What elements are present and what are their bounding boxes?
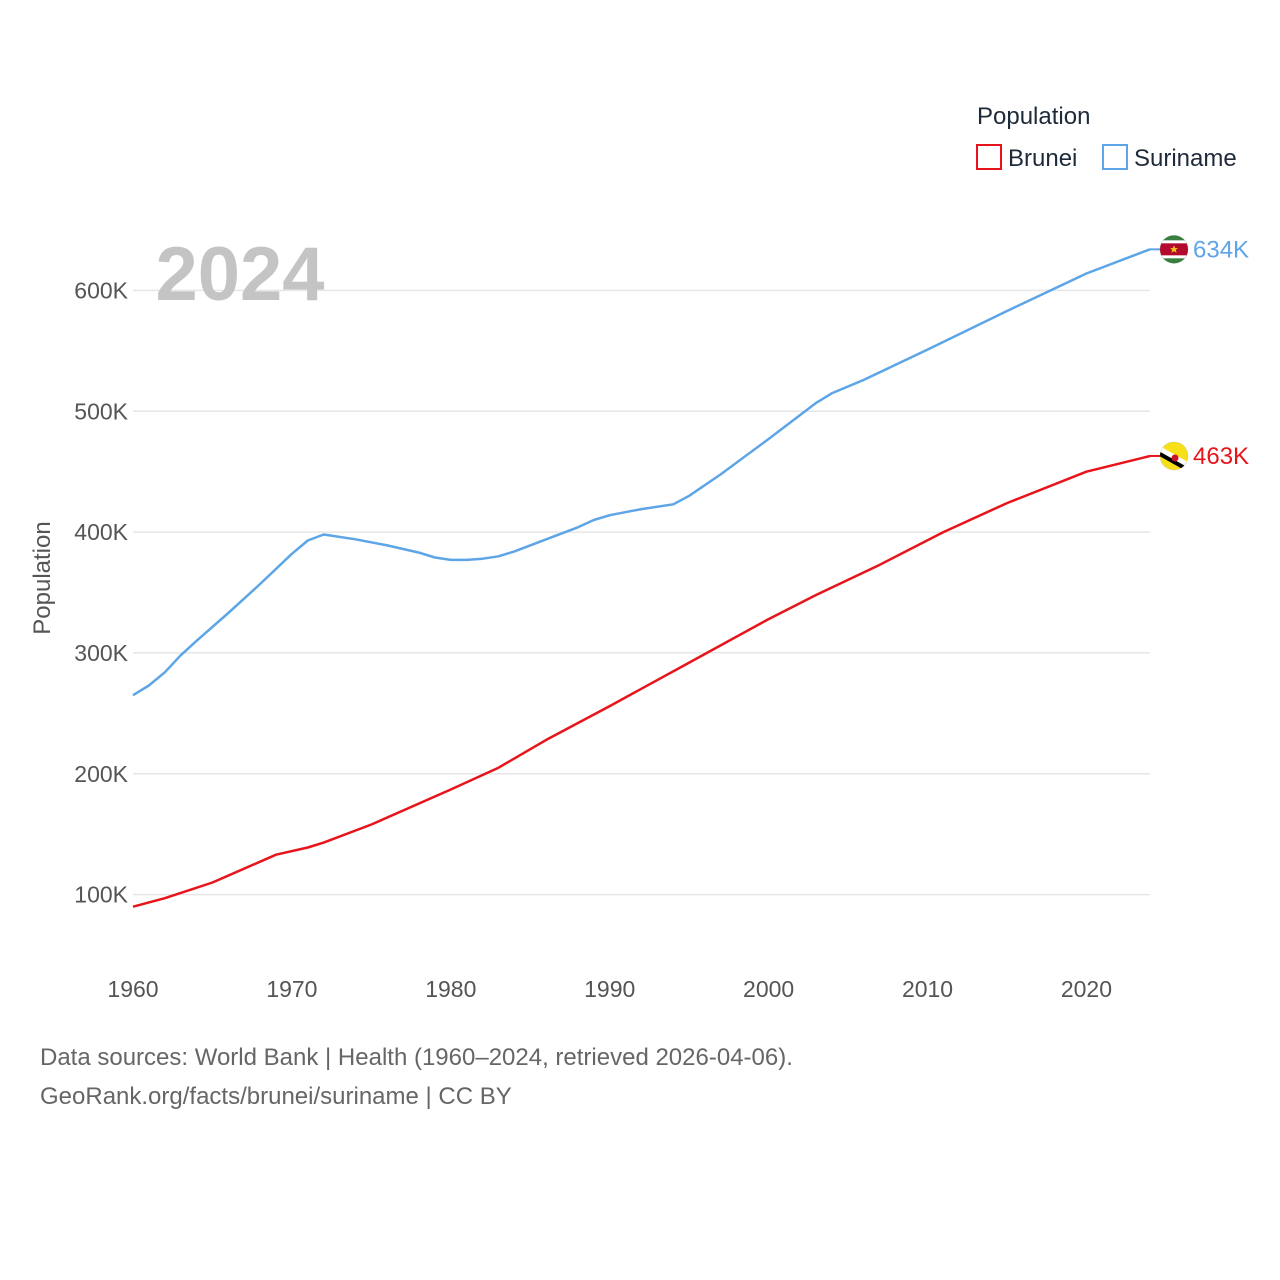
x-axis-ticks: 1960 1970 1980 1990 2000 2010 2020 — [107, 976, 1112, 1002]
y-tick-500K: 500K — [74, 398, 128, 424]
credit-link[interactable]: GeoRank.org/facts/brunei/suriname | CC B… — [40, 1083, 512, 1110]
y-tick-200K: 200K — [74, 761, 128, 787]
current-year-label: 2024 — [155, 232, 324, 317]
legend-swatch-brunei[interactable] — [976, 144, 1002, 170]
suriname-flag-icon — [1159, 234, 1189, 264]
y-tick-400K: 400K — [74, 519, 128, 545]
end-value-suriname: 634K — [1193, 236, 1249, 263]
series-lines — [132, 248, 1151, 908]
y-tick-600K: 600K — [74, 277, 128, 303]
series-line-brunei[interactable] — [132, 454, 1151, 908]
legend-label-suriname[interactable]: Suriname — [1134, 145, 1237, 172]
grid-lines — [133, 289, 1150, 896]
data-sources-note: Data sources: World Bank | Health (1960–… — [40, 1044, 793, 1071]
y-tick-100K: 100K — [74, 882, 128, 908]
y-axis-label: Population — [29, 521, 56, 634]
y-axis-ticks: 100K 200K 300K 400K 500K 600K — [74, 277, 128, 907]
end-value-brunei: 463K — [1193, 443, 1249, 470]
x-tick-1990: 1990 — [584, 976, 635, 1002]
legend: Population Brunei Suriname — [976, 103, 1237, 172]
legend-title: Population — [977, 103, 1090, 130]
x-tick-2000: 2000 — [743, 976, 794, 1002]
series-end-markers: 463K 634K — [1150, 234, 1249, 471]
x-tick-1960: 1960 — [107, 976, 158, 1002]
y-tick-300K: 300K — [74, 640, 128, 666]
x-tick-2010: 2010 — [902, 976, 953, 1002]
brunei-flag-icon — [1159, 441, 1189, 471]
x-tick-2020: 2020 — [1061, 976, 1112, 1002]
x-tick-1970: 1970 — [266, 976, 317, 1002]
series-line-suriname[interactable] — [132, 248, 1151, 697]
legend-swatch-suriname[interactable] — [1102, 144, 1128, 170]
legend-label-brunei[interactable]: Brunei — [1008, 145, 1077, 172]
x-tick-1980: 1980 — [425, 976, 476, 1002]
